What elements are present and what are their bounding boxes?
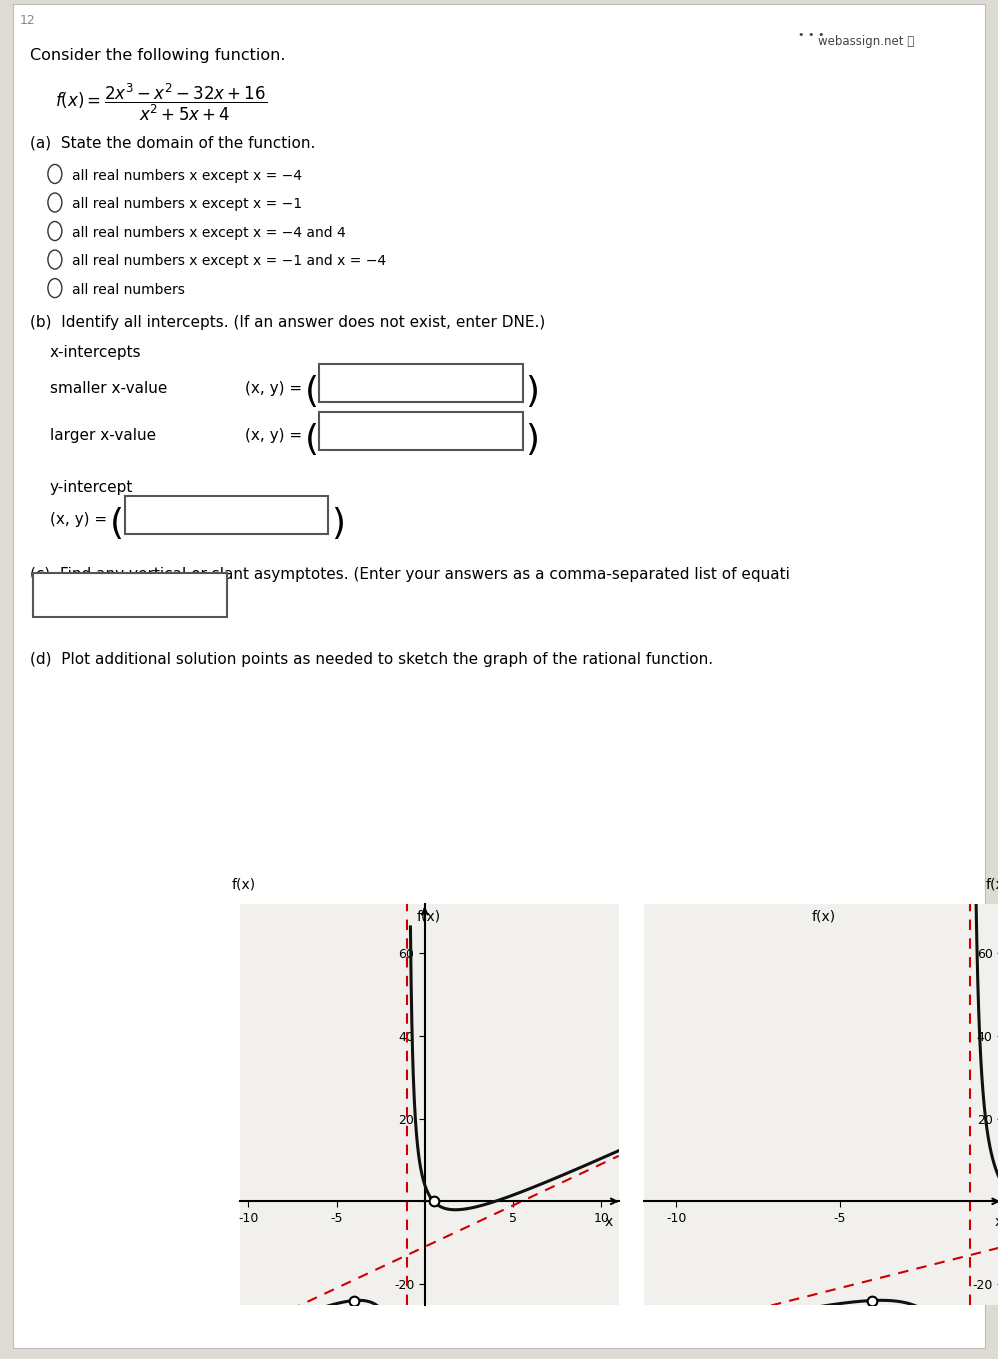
FancyBboxPatch shape [33, 573, 227, 617]
Text: x: x [995, 1215, 998, 1229]
Text: ): ) [525, 423, 539, 457]
Text: x: x [605, 1215, 613, 1229]
Text: (: ( [110, 507, 124, 541]
Text: $f(x) = \dfrac{2x^3 - x^2 - 32x + 16}{x^2 + 5x + 4}$: $f(x) = \dfrac{2x^3 - x^2 - 32x + 16}{x^… [55, 82, 267, 122]
Text: smaller x-value: smaller x-value [50, 381, 168, 395]
Circle shape [48, 222, 62, 241]
Text: x-intercepts: x-intercepts [50, 345, 142, 360]
Text: all real numbers x except x = −4 and 4: all real numbers x except x = −4 and 4 [72, 226, 345, 239]
Text: f(x): f(x) [811, 909, 835, 924]
Text: (x, y) =: (x, y) = [245, 381, 301, 395]
Text: f(x): f(x) [986, 878, 998, 892]
FancyBboxPatch shape [319, 412, 523, 450]
Text: y-intercept: y-intercept [50, 480, 134, 495]
Text: (: ( [304, 375, 318, 409]
Text: ): ) [525, 375, 539, 409]
Text: all real numbers x except x = −4: all real numbers x except x = −4 [72, 169, 301, 182]
Text: f(x): f(x) [417, 909, 441, 924]
Text: (b)  Identify all intercepts. (If an answer does not exist, enter DNE.): (b) Identify all intercepts. (If an answ… [30, 315, 545, 330]
Text: (x, y) =: (x, y) = [245, 428, 301, 443]
FancyBboxPatch shape [125, 496, 328, 534]
Text: (x, y) =: (x, y) = [50, 512, 107, 527]
FancyBboxPatch shape [319, 364, 523, 402]
Text: webassign.net 🔒: webassign.net 🔒 [818, 35, 914, 49]
Circle shape [48, 164, 62, 183]
Text: ): ) [331, 507, 345, 541]
FancyBboxPatch shape [13, 4, 985, 1348]
Text: (d)  Plot additional solution points as needed to sketch the graph of the ration: (d) Plot additional solution points as n… [30, 652, 713, 667]
Text: all real numbers: all real numbers [72, 283, 185, 296]
Text: (a)  State the domain of the function.: (a) State the domain of the function. [30, 136, 315, 151]
Text: all real numbers x except x = −1: all real numbers x except x = −1 [72, 197, 302, 211]
Circle shape [48, 193, 62, 212]
Text: • • •: • • • [798, 30, 825, 39]
Text: larger x-value: larger x-value [50, 428, 156, 443]
Text: (c)  Find any vertical or slant asymptotes. (Enter your answers as a comma-separ: (c) Find any vertical or slant asymptote… [30, 567, 789, 582]
Circle shape [48, 250, 62, 269]
Text: 12: 12 [20, 14, 36, 27]
Text: (: ( [304, 423, 318, 457]
Text: f(x): f(x) [232, 878, 256, 892]
Text: Consider the following function.: Consider the following function. [30, 48, 285, 63]
Text: all real numbers x except x = −1 and x = −4: all real numbers x except x = −1 and x =… [72, 254, 386, 268]
Circle shape [48, 279, 62, 298]
